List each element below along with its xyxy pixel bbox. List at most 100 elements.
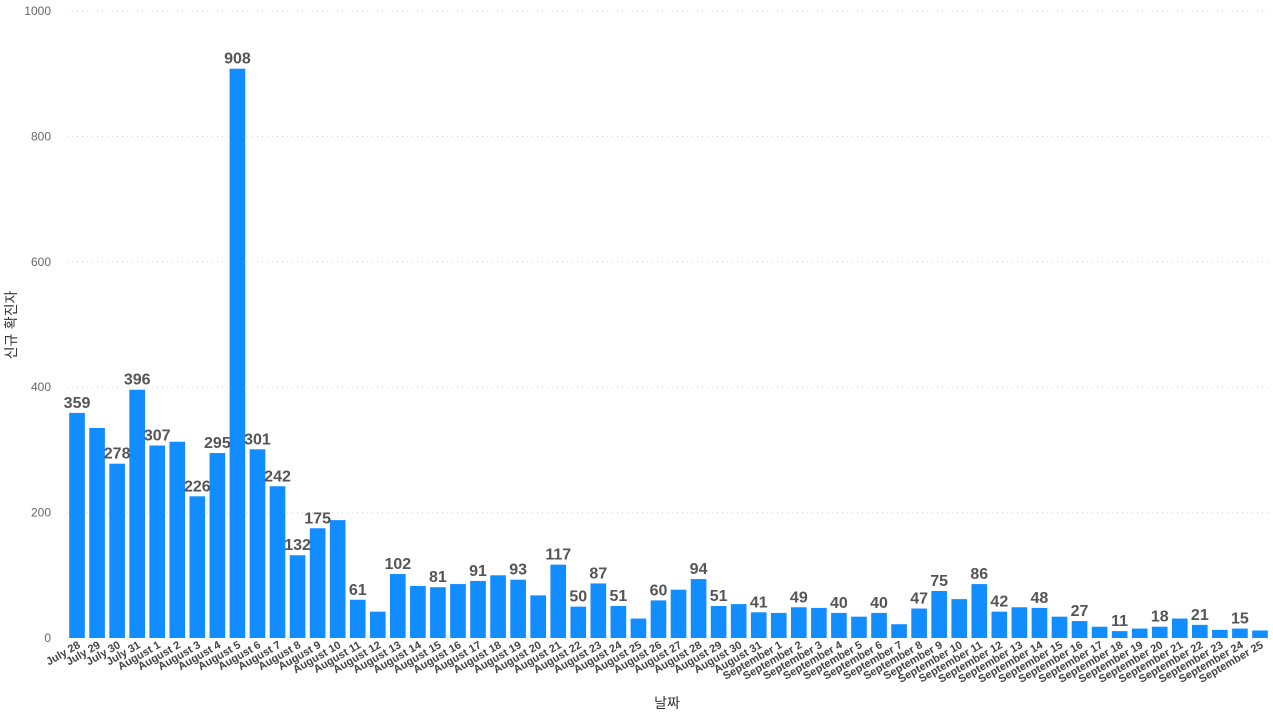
- bar[interactable]: [430, 587, 446, 638]
- bar[interactable]: [490, 575, 506, 638]
- bar[interactable]: [610, 606, 627, 638]
- bar[interactable]: [209, 453, 226, 638]
- bar[interactable]: [1051, 616, 1068, 638]
- data-label: 49: [790, 589, 808, 606]
- bar[interactable]: [1091, 626, 1108, 638]
- data-label: 132: [284, 537, 311, 554]
- data-label: 41: [750, 594, 768, 611]
- bar[interactable]: [329, 520, 346, 638]
- y-tick-label: 200: [31, 506, 51, 520]
- bar[interactable]: [249, 449, 266, 638]
- bar[interactable]: [1011, 607, 1028, 638]
- bar[interactable]: [69, 412, 85, 638]
- y-tick-label: 600: [31, 255, 51, 269]
- bar[interactable]: [1212, 629, 1228, 638]
- data-label: 11: [1111, 613, 1128, 630]
- y-gridlines: [67, 10, 1270, 639]
- bar[interactable]: [1071, 621, 1088, 638]
- data-label: 21: [1191, 607, 1209, 624]
- bar[interactable]: [730, 604, 747, 638]
- data-label: 908: [224, 51, 251, 68]
- bar[interactable]: [1252, 630, 1268, 638]
- data-label: 27: [1071, 603, 1089, 620]
- data-label: 51: [710, 588, 728, 605]
- bar[interactable]: [650, 600, 667, 638]
- bar[interactable]: [149, 445, 166, 638]
- x-axis-title: 날짜: [654, 696, 680, 712]
- bar[interactable]: [1151, 626, 1168, 638]
- data-label: 75: [930, 573, 948, 590]
- bar[interactable]: [891, 624, 907, 638]
- bar[interactable]: [710, 606, 727, 638]
- bar[interactable]: [1232, 628, 1248, 638]
- data-label: 242: [264, 468, 291, 485]
- bar[interactable]: [630, 618, 647, 638]
- bar[interactable]: [550, 564, 567, 638]
- bar[interactable]: [1192, 624, 1208, 638]
- bar[interactable]: [510, 579, 526, 638]
- data-label: 117: [545, 547, 571, 564]
- bar[interactable]: [410, 585, 426, 638]
- bar[interactable]: [89, 427, 105, 638]
- bar[interactable]: [851, 616, 867, 638]
- data-label: 61: [349, 582, 367, 599]
- bar[interactable]: [450, 584, 466, 638]
- data-label: 396: [124, 372, 151, 389]
- bar[interactable]: [1111, 631, 1128, 638]
- bar[interactable]: [309, 528, 326, 638]
- data-label: 15: [1231, 611, 1249, 628]
- bar[interactable]: [369, 611, 386, 638]
- data-label: 40: [870, 595, 888, 612]
- bar[interactable]: [590, 583, 607, 638]
- bar[interactable]: [791, 607, 807, 638]
- bar[interactable]: [229, 68, 246, 638]
- bar[interactable]: [289, 555, 306, 638]
- data-label: 102: [384, 556, 411, 573]
- bar[interactable]: [951, 599, 968, 638]
- bar[interactable]: [670, 589, 687, 638]
- bar[interactable]: [971, 584, 988, 638]
- bar[interactable]: [269, 486, 286, 638]
- bar[interactable]: [570, 606, 587, 638]
- bar[interactable]: [770, 612, 787, 638]
- y-tick-label: 1000: [24, 4, 51, 18]
- bar[interactable]: [831, 612, 847, 638]
- data-label: 307: [144, 428, 171, 445]
- data-label: 18: [1151, 609, 1169, 626]
- data-labels: 359 278 396 307 226 295 908 301 242 132 175 61 102 81…: [64, 51, 1249, 630]
- data-label: 86: [970, 566, 988, 583]
- bar[interactable]: [690, 579, 707, 638]
- bar[interactable]: [109, 463, 125, 638]
- bar[interactable]: [871, 612, 887, 638]
- bar[interactable]: [1131, 628, 1148, 638]
- y-axis-ticks: 0 200 400 600 800 1000: [24, 4, 51, 645]
- bar[interactable]: [750, 612, 767, 638]
- data-label: 81: [429, 569, 447, 586]
- bar[interactable]: [931, 590, 947, 638]
- bar[interactable]: [470, 580, 486, 638]
- bar[interactable]: [390, 574, 406, 638]
- bar[interactable]: [129, 389, 145, 638]
- data-label: 42: [990, 594, 1008, 611]
- data-label: 301: [244, 431, 271, 448]
- bar[interactable]: [1031, 607, 1048, 638]
- bar[interactable]: [911, 608, 927, 638]
- data-label: 47: [910, 591, 928, 608]
- bar[interactable]: [1171, 618, 1188, 638]
- data-label: 295: [204, 435, 231, 452]
- bar[interactable]: [811, 607, 827, 638]
- data-label: 91: [469, 563, 487, 580]
- data-label: 359: [64, 395, 91, 412]
- bar[interactable]: [991, 611, 1008, 638]
- data-label: 60: [650, 582, 668, 599]
- bar[interactable]: [349, 599, 366, 638]
- bars: [69, 68, 1268, 638]
- y-tick-label: 800: [31, 129, 51, 143]
- bar[interactable]: [189, 496, 206, 638]
- bar[interactable]: [530, 595, 546, 638]
- bar[interactable]: [169, 441, 186, 638]
- y-axis-title: 신규 확진자: [4, 290, 20, 359]
- data-label: 87: [589, 565, 607, 582]
